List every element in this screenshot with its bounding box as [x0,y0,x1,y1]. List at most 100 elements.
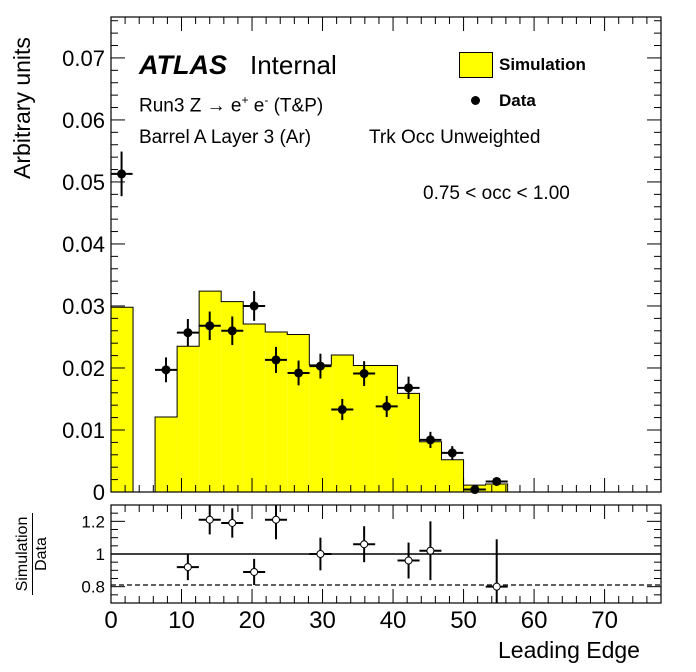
simulation-bar [199,291,222,492]
data-marker [249,301,259,311]
legend-data-label: Data [499,91,536,110]
y-tick-label: 0.05 [62,170,105,195]
data-point [485,476,508,486]
data-point [198,311,221,341]
data-point [110,151,133,197]
ratio-point [397,542,420,579]
data-point [419,431,442,448]
data-marker [382,401,392,411]
ratio-point [309,537,332,571]
simulation-bar [353,365,376,492]
simulation-bar [155,416,178,492]
simulation-outline [110,290,509,493]
y-tick-label: 0.07 [62,46,105,71]
y-tick-label: 0.01 [62,418,105,443]
bottom-panel: 0.8 1 1.2 0 10 20 30 40 50 60 70 [81,504,662,634]
top-y-ticks: 0 0.01 0.02 0.03 0.04 0.05 0.06 0.07 [62,20,661,505]
ratio-points [176,505,508,603]
ratio-point [221,508,244,538]
x-tick-label: 30 [309,607,336,634]
ratio-point [243,558,266,586]
data-marker [227,326,237,336]
data-point [243,291,266,321]
ratio-y-tick-label: 0.8 [81,578,105,597]
region-label: Barrel A Layer 3 (Ar) [139,127,312,148]
simulation-bar [375,365,398,492]
data-marker [404,383,414,393]
ratio-marker [205,515,214,524]
data-marker [359,369,369,379]
y-tick-label: 0.06 [62,108,105,133]
y-axis-label: Arbitrary units [9,37,35,179]
internal-label: Internal [250,50,337,80]
simulation-bar [485,483,508,492]
x-tick-label: 50 [450,607,477,634]
top-x-ticks [110,17,662,492]
top-panel: 0 0.01 0.02 0.03 0.04 0.05 0.06 0.07 [62,16,662,505]
x-tick-label: 10 [168,607,195,634]
data-point [331,398,354,421]
legend-simulation-label: Simulation [499,55,586,74]
data-points [110,151,508,495]
occ-cut-label: 0.75 < occ < 1.00 [423,183,570,204]
simulation-bar [111,307,134,492]
data-marker [161,365,171,375]
ratio-point [176,554,199,581]
arrow-glyph: → [206,95,226,117]
ratio-marker [228,518,237,527]
data-marker [271,355,281,365]
data-marker [294,368,304,378]
ratio-y-tick-label: 1.2 [81,512,105,531]
data-marker [183,328,193,338]
simulation-bar [419,441,442,492]
y-tick-label: 0.03 [62,294,105,319]
simulation-bar [243,323,266,492]
data-point [309,353,332,379]
data-marker [492,476,502,486]
x-tick-label: 60 [521,607,548,634]
legend-simulation-swatch [459,52,493,78]
bottom-y-ticks: 0.8 1 1.2 [81,512,661,597]
ratio-marker [404,556,413,565]
ratio-marker [316,550,325,558]
ratio-point [264,505,288,540]
data-point [353,361,376,386]
data-marker [447,448,457,458]
simulation-bar [265,332,288,492]
simulation-bar [331,354,354,492]
simulation-bar [221,301,244,492]
data-marker [425,435,435,445]
data-marker [315,361,325,371]
data-point [264,346,288,373]
simulation-bar [309,364,332,492]
ratio-marker [426,546,435,555]
data-marker [117,169,127,179]
ratio-point [419,521,442,581]
data-point [397,376,420,399]
ratio-y-label: Simulation Data [14,513,50,595]
simulation-bar [441,459,464,492]
ratio-marker [360,540,369,549]
x-axis-label: Leading Edge [498,637,640,663]
ratio-marker [272,515,280,524]
ratio-marker [492,582,501,591]
y-tick-label: 0.04 [62,232,105,257]
data-marker [337,405,347,415]
legend-data-marker [471,96,480,105]
top-frame [110,16,662,493]
x-tick-label: 20 [239,607,266,634]
ratio-marker [250,567,259,576]
y-tick-label: 0 [93,480,105,505]
data-point [154,357,178,383]
atlas-label: ATLAS [139,50,227,80]
ratio-y-tick-label: 1 [96,545,105,564]
data-point [441,446,464,460]
legend: Simulation Data [459,50,659,120]
data-point [176,318,199,347]
x-tick-label: 40 [380,607,407,634]
simulation-histogram [111,291,508,492]
ratio-numerator: Simulation [14,513,33,595]
simulation-bar [177,346,200,492]
ratio-point [485,539,508,603]
